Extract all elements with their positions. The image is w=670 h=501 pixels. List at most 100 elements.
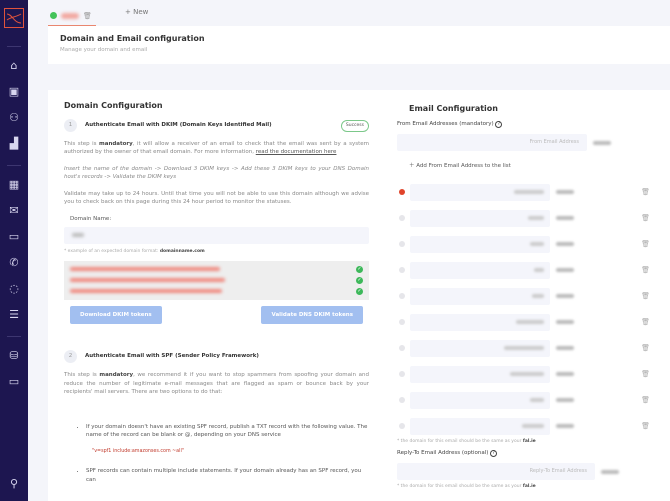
from-email-row: 🗑 bbox=[397, 257, 658, 283]
default-radio[interactable] bbox=[399, 241, 405, 247]
chat-icon[interactable]: ▭ bbox=[8, 230, 20, 243]
from-email-input[interactable]: From Email Address bbox=[397, 134, 587, 151]
from-email-row: 🗑 bbox=[397, 361, 658, 387]
from-email-field[interactable] bbox=[410, 417, 550, 435]
from-email-field[interactable] bbox=[410, 287, 550, 305]
viber-icon[interactable]: ✆ bbox=[9, 256, 19, 269]
dkim-validate-note: Validate may take up to 24 hours. Until … bbox=[64, 190, 369, 206]
from-email-row: 🗑 bbox=[397, 413, 658, 439]
reply-domain-note: * the domain for this email should be th… bbox=[397, 484, 536, 489]
domain-name-label: Domain Name: bbox=[70, 215, 112, 222]
calendar-icon[interactable]: ▦ bbox=[8, 178, 20, 191]
from-email-field[interactable] bbox=[410, 339, 550, 357]
from-email-row: 🗑 bbox=[397, 231, 658, 257]
from-email-field[interactable] bbox=[410, 313, 550, 331]
spf-option-2: SPF records can contain multiple include… bbox=[86, 467, 369, 484]
spf-code: "v=spf1 include:amazonses.com ~all" bbox=[92, 448, 184, 454]
tab-bar: 🗑 + New bbox=[28, 0, 670, 26]
check-icon: ✓ bbox=[356, 287, 363, 295]
from-email-row: 🗑 bbox=[397, 335, 658, 361]
step-number: 2 bbox=[64, 350, 77, 363]
from-email-row: 🗑 bbox=[397, 387, 658, 413]
default-radio[interactable] bbox=[399, 267, 405, 273]
help-icon[interactable]: ? bbox=[490, 450, 498, 457]
dkim-token: ✓ bbox=[70, 275, 363, 286]
from-email-field[interactable] bbox=[410, 209, 550, 227]
reply-to-input[interactable]: Reply-To Email Address bbox=[397, 463, 595, 480]
default-radio[interactable] bbox=[399, 189, 405, 195]
default-radio[interactable] bbox=[399, 215, 405, 221]
app-logo[interactable] bbox=[4, 8, 24, 28]
delete-icon[interactable]: 🗑 bbox=[641, 396, 650, 404]
domain-example: * example of an expected domain format: … bbox=[64, 249, 205, 254]
checklist-icon[interactable]: ☰ bbox=[9, 308, 19, 321]
from-email-row: 🗑 bbox=[397, 179, 658, 205]
page-header: Domain and Email configuration Manage yo… bbox=[48, 26, 670, 64]
domain-config-title: Domain Configuration bbox=[64, 101, 163, 110]
step-dkim: 1 Authenticate Email with DKIM (Domain K… bbox=[64, 118, 369, 132]
from-email-field[interactable] bbox=[410, 261, 550, 279]
from-email-field[interactable] bbox=[410, 391, 550, 409]
email-configuration-panel: Email Configuration From Email Addresses… bbox=[385, 90, 670, 501]
step-spf: 2 Authenticate Email with SPF (Sender Po… bbox=[64, 350, 369, 363]
folder-icon[interactable]: ▭ bbox=[8, 375, 20, 388]
from-label: From Email Addresses (mandatory) ? bbox=[397, 121, 658, 128]
user-settings-icon[interactable]: ⚲ bbox=[9, 477, 19, 490]
trash-icon[interactable]: 🗑 bbox=[83, 11, 92, 20]
default-radio[interactable] bbox=[399, 371, 405, 377]
step-title: Authenticate Email with DKIM (Domain Key… bbox=[85, 121, 272, 128]
from-email-field[interactable] bbox=[410, 365, 550, 383]
domain-name-input[interactable] bbox=[64, 227, 369, 244]
download-dkim-button[interactable]: Download DKIM tokens bbox=[70, 305, 162, 324]
tab-current[interactable]: 🗑 bbox=[48, 6, 96, 26]
default-radio[interactable] bbox=[399, 319, 405, 325]
delete-icon[interactable]: 🗑 bbox=[641, 318, 650, 326]
check-icon: ✓ bbox=[356, 265, 363, 273]
email-config-title: Email Configuration bbox=[409, 104, 498, 113]
delete-icon[interactable]: 🗑 bbox=[641, 266, 650, 274]
new-tab-button[interactable]: + New bbox=[125, 8, 149, 16]
reply-to-label: Reply-To Email Address (optional) ? bbox=[397, 450, 658, 457]
database-icon[interactable]: ⛁ bbox=[9, 349, 19, 362]
dkim-description: This step is mandatory, it will allow a … bbox=[64, 140, 369, 156]
default-radio[interactable] bbox=[399, 293, 405, 299]
help-icon[interactable]: ? bbox=[495, 121, 503, 128]
mail-icon[interactable]: ✉ bbox=[9, 204, 19, 217]
default-radio[interactable] bbox=[399, 345, 405, 351]
delete-icon[interactable]: 🗑 bbox=[641, 214, 650, 222]
from-domain-note: * the domain for this email should be th… bbox=[397, 439, 536, 444]
dkim-token: ✓ bbox=[70, 264, 363, 275]
domain-configuration-panel: Domain Configuration 1 Authenticate Emai… bbox=[48, 90, 385, 501]
delete-icon[interactable]: 🗑 bbox=[641, 188, 650, 196]
documentation-link[interactable]: read the documentation here bbox=[255, 149, 337, 155]
validate-dkim-button[interactable]: Validate DNS DKIM tokens bbox=[261, 305, 363, 324]
delete-icon[interactable]: 🗑 bbox=[641, 370, 650, 378]
from-email-field[interactable] bbox=[410, 235, 550, 253]
users-icon[interactable]: ⚇ bbox=[9, 111, 19, 124]
page-subtitle: Manage your domain and email bbox=[60, 47, 148, 53]
dkim-steps: Insert the name of the domain -> Downloa… bbox=[64, 165, 369, 181]
default-radio[interactable] bbox=[399, 423, 405, 429]
delete-icon[interactable]: 🗑 bbox=[641, 422, 650, 430]
chart-icon[interactable]: ▟ bbox=[9, 137, 19, 150]
from-email-row: 🗑 bbox=[397, 283, 658, 309]
from-email-row: 🗑 bbox=[397, 309, 658, 335]
whatsapp-icon[interactable]: ◌ bbox=[9, 282, 19, 295]
home-icon[interactable]: ⌂ bbox=[10, 59, 18, 72]
sidebar: ⌂ ▣ ⚇ ▟ ▦ ✉ ▭ ✆ ◌ ☰ ⛁ ▭ ⚲ bbox=[0, 0, 28, 501]
delete-icon[interactable]: 🗑 bbox=[641, 240, 650, 248]
default-radio[interactable] bbox=[399, 397, 405, 403]
from-email-field[interactable] bbox=[410, 183, 550, 201]
step-title: Authenticate Email with SPF (Sender Poli… bbox=[85, 353, 259, 360]
step-number: 1 bbox=[64, 118, 77, 132]
add-from-email-button[interactable]: ＋ Add From Email Address to the list bbox=[409, 163, 511, 169]
check-icon: ✓ bbox=[356, 276, 363, 284]
status-badge: Success bbox=[340, 119, 369, 132]
delete-icon[interactable]: 🗑 bbox=[641, 292, 650, 300]
status-dot bbox=[50, 12, 57, 19]
dkim-tokens-list: ✓ ✓ ✓ bbox=[64, 260, 369, 300]
delete-icon[interactable]: 🗑 bbox=[641, 344, 650, 352]
contacts-icon[interactable]: ▣ bbox=[8, 85, 20, 98]
from-email-row: 🗑 bbox=[397, 205, 658, 231]
spf-description: This step is mandatory, we recommend it … bbox=[64, 372, 369, 395]
